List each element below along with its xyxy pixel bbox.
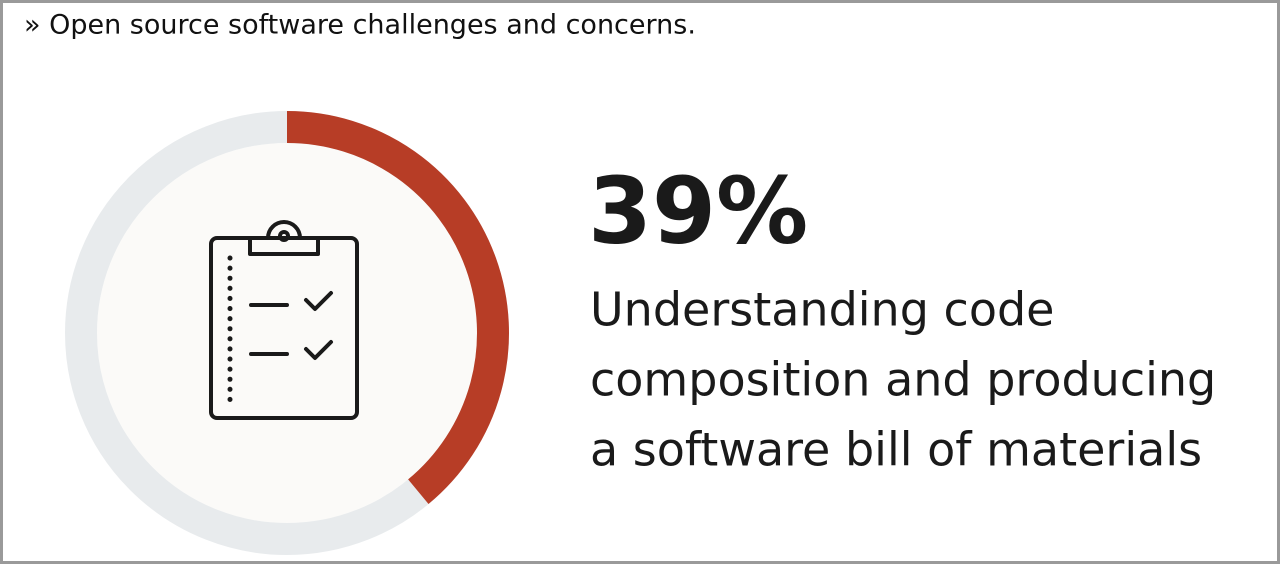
donut-center	[97, 143, 477, 523]
description-line: Understanding code	[590, 283, 1054, 337]
value-label: 39%	[588, 157, 808, 264]
donut-segment	[286, 111, 509, 505]
description: Understanding code composition and produc…	[590, 283, 1216, 477]
clipboard-icon	[209, 220, 359, 420]
description-line: composition and producing	[590, 353, 1216, 407]
chart-title: » Open source software challenges and co…	[24, 10, 696, 41]
description-line: a software bill of materials	[590, 423, 1202, 477]
donut	[65, 111, 509, 555]
